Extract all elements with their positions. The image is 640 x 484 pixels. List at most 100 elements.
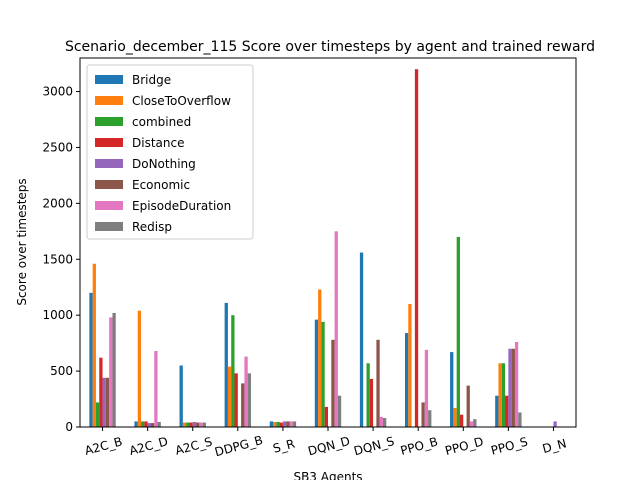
bar-combined-A2C_S — [186, 422, 190, 427]
legend-label: Redisp — [132, 220, 172, 234]
y-axis: 0 500 1000 1500 2000 2500 3000 — [42, 85, 80, 434]
legend-swatch — [95, 75, 123, 84]
x-tick-label: DDPG_B — [213, 433, 264, 459]
y-tick-label: 3000 — [42, 85, 73, 99]
bar-Economic-A2C_S — [196, 422, 200, 427]
bar-Economic-A2C_B — [105, 377, 110, 427]
x-tick-label: A2C_D — [128, 434, 170, 458]
x-axis-label: SB3 Agents — [293, 470, 362, 480]
bar-combined-PPO_S — [501, 363, 506, 427]
bar-CloseToOverflow-DDPG_B — [227, 366, 232, 427]
legend-label: Bridge — [132, 73, 171, 87]
legend-box — [86, 64, 254, 240]
x-axis: A2C_B A2C_D A2C_S DDPG_B S_R DQN_D DQN_S PPO_B P… — [83, 427, 568, 459]
bars-group — [89, 69, 557, 428]
legend-swatch — [95, 138, 123, 147]
bar-Redisp-S_R — [292, 421, 297, 427]
legend: Bridge CloseToOverflow combined Distance DoN… — [86, 64, 254, 240]
bar-Redisp-PPO_D — [473, 419, 477, 427]
bar-DoNothing-A2C_B — [102, 377, 106, 427]
bar-Bridge-PPO_D — [450, 352, 454, 427]
bar-Redisp-PPO_S — [518, 412, 522, 427]
bar-Distance-PPO_D — [459, 414, 464, 427]
legend-label: CloseToOverflow — [132, 94, 231, 108]
bar-Economic-DDPG_B — [241, 383, 245, 427]
y-tick-label: 1500 — [42, 252, 73, 266]
bar-combined-PPO_D — [456, 236, 460, 427]
bar-Bridge-A2C_D — [134, 421, 138, 427]
bar-CloseToOverflow-PPO_S — [498, 363, 502, 427]
bar-Distance-DQN_D — [324, 406, 328, 427]
x-tick-label: A2C_B — [83, 434, 124, 457]
bar-Distance-A2C_B — [99, 357, 103, 427]
legend-swatch — [95, 96, 123, 105]
bar-Distance-DQN_S — [369, 378, 374, 427]
bar-combined-S_R — [276, 421, 280, 427]
bar-EpisodeDuration-A2C_D — [154, 350, 158, 427]
bar-Redisp-DQN_D — [337, 395, 342, 427]
bar-EpisodeDuration-A2C_B — [109, 317, 113, 427]
bar-Bridge-A2C_S — [179, 365, 183, 427]
legend-swatch — [95, 201, 123, 210]
bar-Bridge-S_R — [269, 421, 274, 427]
y-tick-label: 1000 — [42, 308, 73, 322]
bar-combined-DDPG_B — [231, 315, 235, 427]
bar-Bridge-PPO_S — [495, 395, 499, 427]
bar-combined-DQN_S — [366, 363, 370, 427]
bar-CloseToOverflow-A2C_D — [137, 310, 142, 427]
x-tick-label: PPO_B — [399, 434, 439, 457]
bar-Redisp-DQN_S — [382, 418, 387, 427]
x-tick-label: DQN_D — [306, 434, 351, 459]
bar-Economic-PPO_B — [421, 402, 425, 427]
bar-Redisp-A2C_S — [202, 422, 206, 427]
bar-EpisodeDuration-PPO_D — [469, 421, 474, 427]
legend-label: DoNothing — [132, 157, 196, 171]
bar-Economic-PPO_D — [466, 385, 470, 427]
bar-CloseToOverflow-A2C_S — [182, 422, 187, 427]
x-tick-label: A2C_S — [174, 434, 214, 457]
bar-combined-DQN_D — [321, 321, 325, 427]
legend-label: combined — [132, 115, 191, 129]
bar-CloseToOverflow-PPO_D — [453, 407, 457, 427]
legend-swatch — [95, 117, 123, 126]
bar-DoNothing-S_R — [282, 421, 287, 427]
bar-Redisp-A2C_B — [112, 312, 116, 427]
bar-combined-A2C_D — [141, 421, 145, 427]
bar-Economic-DQN_D — [331, 339, 335, 427]
legend-label: Distance — [132, 136, 184, 150]
legend-label: Economic — [132, 178, 190, 192]
bar-Bridge-DQN_S — [359, 252, 364, 427]
bar-DoNothing-A2C_S — [192, 421, 197, 427]
y-tick-label: 0 — [65, 420, 73, 434]
bar-EpisodeDuration-A2C_S — [199, 422, 203, 427]
bar-Distance-PPO_B — [414, 69, 419, 428]
bar-Economic-S_R — [286, 421, 290, 427]
y-tick-label: 500 — [50, 364, 73, 378]
x-tick-label: D_N — [541, 436, 568, 456]
bar-Economic-A2C_D — [150, 423, 155, 427]
x-tick-label: PPO_D — [444, 434, 485, 458]
y-axis-label: Score over timesteps — [15, 178, 29, 305]
legend-label: EpisodeDuration — [132, 199, 231, 213]
bar-CloseToOverflow-PPO_B — [408, 304, 412, 427]
bar-EpisodeDuration-S_R — [289, 421, 293, 427]
bar-Distance-DDPG_B — [234, 373, 238, 427]
bar-Distance-A2C_D — [144, 421, 148, 427]
legend-swatch — [95, 222, 123, 231]
bar-Bridge-DDPG_B — [224, 302, 228, 427]
bar-Distance-PPO_S — [505, 395, 509, 427]
bar-DoNothing-PPO_S — [508, 348, 512, 427]
bar-EpisodeDuration-DQN_D — [334, 231, 338, 427]
bar-combined-A2C_B — [95, 402, 100, 427]
x-tick-label: DQN_S — [352, 434, 395, 458]
bar-EpisodeDuration-DQN_S — [379, 416, 383, 427]
bar-Bridge-A2C_B — [89, 292, 93, 427]
x-tick-label: S_R — [271, 437, 296, 456]
chart-title: Scenario_december_115 Score over timeste… — [65, 39, 595, 55]
bar-Redisp-DDPG_B — [247, 373, 252, 427]
bar-EpisodeDuration-DDPG_B — [244, 356, 248, 427]
bar-Economic-PPO_S — [511, 348, 515, 427]
bar-Redisp-A2C_D — [157, 421, 161, 427]
bar-Distance-S_R — [279, 422, 283, 427]
